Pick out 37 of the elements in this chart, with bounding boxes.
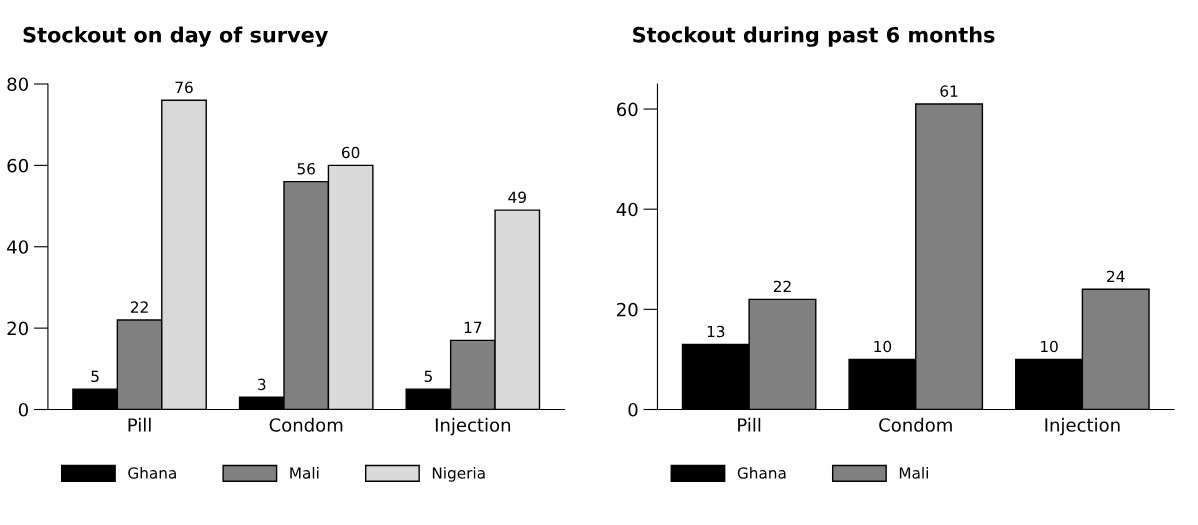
x-tick-label: Pill: [128, 417, 151, 432]
data-label: 76: [175, 81, 193, 94]
x-tick-label: Injection: [435, 417, 511, 436]
legend-label: Ghana: [737, 466, 786, 479]
y-tick-label: 0: [18, 402, 28, 417]
data-label: 22: [130, 301, 148, 313]
legend-label: Ghana: [128, 466, 176, 479]
legend-label: Mali: [899, 466, 928, 479]
x-tick-label: Injection: [1045, 417, 1120, 436]
data-label: 10: [1041, 340, 1058, 353]
data-label: 61: [940, 85, 958, 97]
y-tick-label: 0: [628, 402, 638, 417]
x-tick-label: Pill: [738, 417, 761, 432]
y-tick-label: 40: [616, 202, 638, 217]
data-label: 10: [874, 340, 892, 353]
y-tick-label: 20: [7, 321, 28, 336]
x-tick-label: Condom: [269, 417, 343, 432]
data-label: 3: [258, 378, 266, 391]
chart-title: Stockout on day of survey: [23, 26, 328, 47]
data-label: 17: [464, 321, 482, 333]
y-tick-label: 20: [617, 302, 638, 317]
y-tick-label: 60: [7, 158, 28, 173]
chart-title: Stockout during past 6 months: [633, 26, 995, 47]
data-label: 24: [1107, 270, 1125, 282]
x-tick-label: Condom: [879, 417, 952, 432]
legend-label: Nigeria: [432, 466, 485, 482]
legend-label: Mali: [290, 466, 319, 479]
data-label: 22: [773, 280, 791, 292]
data-label: 5: [91, 370, 99, 383]
data-label: 5: [424, 370, 432, 383]
data-label: 49: [508, 191, 526, 203]
y-tick-label: 60: [617, 102, 638, 117]
data-label: 56: [297, 162, 315, 175]
y-tick-label: 40: [7, 240, 28, 254]
data-label: 60: [341, 146, 360, 159]
data-label: 13: [707, 325, 725, 338]
y-tick-label: 80: [7, 77, 28, 92]
